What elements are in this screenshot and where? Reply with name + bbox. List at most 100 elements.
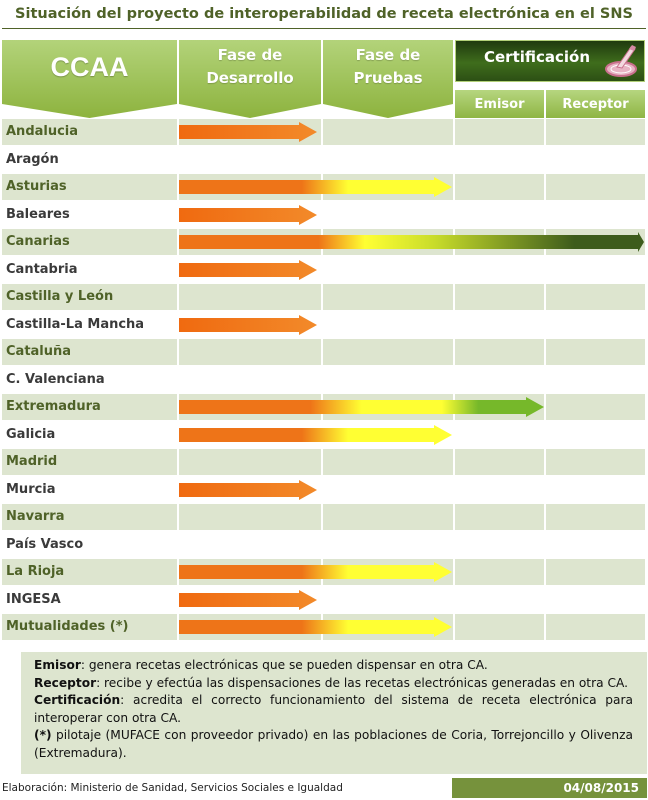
table-cell [2, 201, 177, 228]
page-title: Situación del proyecto de interoperabili… [15, 6, 633, 22]
table-cell [2, 559, 177, 585]
table-row: Canarias [2, 229, 645, 255]
table-cell [179, 284, 321, 310]
table-cell [323, 531, 453, 558]
region-label: Murcia [6, 481, 56, 497]
table-cell [323, 201, 453, 228]
progress-arrow-shape [179, 314, 317, 335]
region-label: Baleares [6, 206, 70, 222]
table-cell [455, 586, 544, 613]
certification-stamp-icon [605, 45, 637, 77]
title-divider [2, 28, 646, 29]
legend-receptor-term: Receptor [34, 675, 97, 690]
table-row: Extremadura [2, 394, 645, 420]
legend-note-text: pilotaje (MUFACE con proveedor privado) … [34, 728, 633, 760]
progress-arrow-desarrollo [179, 259, 317, 280]
legend-note: (*) pilotaje (MUFACE con proveedor priva… [34, 727, 633, 762]
table-cell [546, 311, 645, 338]
table-cell [2, 614, 177, 640]
region-label: Castilla-La Mancha [6, 316, 145, 332]
header-fase-pruebas: Fase de Pruebas [323, 40, 453, 118]
table-cell [455, 366, 544, 393]
header-ccaa: CCAA [2, 40, 177, 118]
progress-arrow-desarrollo [179, 204, 317, 225]
table-cell [455, 339, 544, 365]
progress-arrow-receptor [179, 232, 644, 252]
legend-certificacion-text: : acredita el correcto funcionamiento de… [34, 693, 633, 725]
table-cell [546, 476, 645, 503]
table-cell [323, 146, 453, 173]
progress-arrow-desarrollo [179, 589, 317, 610]
legend-emisor: Emisor: genera recetas electrónicas que … [34, 657, 633, 675]
table-cell [546, 256, 645, 283]
table-cell [323, 311, 453, 338]
header-fase-desarrollo-label: Fase de Desarrollo [206, 46, 294, 87]
table-cell [179, 366, 321, 393]
table-cell [179, 504, 321, 530]
table-cell [2, 421, 177, 448]
table-cell [2, 366, 177, 393]
table-cell [455, 449, 544, 475]
legend-note-term: (*) [34, 728, 52, 743]
progress-arrow-shape [179, 232, 644, 252]
table-cell [546, 174, 645, 200]
region-label: Mutualidades (*) [6, 619, 129, 634]
table-cell [546, 504, 645, 530]
table-cell [546, 449, 645, 475]
table-row: Cataluña [2, 339, 645, 365]
table-row: Andalucia [2, 119, 645, 145]
table-cell [546, 559, 645, 585]
table-row: Madrid [2, 449, 645, 475]
table-cell [546, 394, 645, 420]
table-cell [2, 449, 177, 475]
region-label: País Vasco [6, 536, 84, 552]
table-cell [2, 394, 177, 420]
table-row: Galicia [2, 421, 645, 448]
footer-date: 04/08/2015 [452, 778, 647, 798]
header-fase-pruebas-label: Fase de Pruebas [353, 46, 423, 87]
progress-arrow-shape [179, 204, 317, 225]
table-row: Mutualidades (*) [2, 614, 645, 640]
table-cell [2, 174, 177, 200]
progress-arrow-shape [179, 397, 544, 417]
region-label: Cantabria [6, 261, 78, 277]
region-label: La Rioja [6, 564, 65, 579]
table-cell [2, 339, 177, 365]
progress-arrow-pruebas [179, 617, 452, 637]
table-cell [546, 614, 645, 640]
table-cell [2, 531, 177, 558]
header-emisor: Emisor [455, 90, 544, 118]
table-row: Castilla y León [2, 284, 645, 310]
progress-arrow-shape [179, 122, 317, 142]
progress-arrow-shape [179, 617, 452, 637]
progress-arrow-pruebas [179, 562, 452, 582]
table-cell [2, 311, 177, 338]
table-cell [323, 284, 453, 310]
table-cell [2, 256, 177, 283]
table-cell [323, 256, 453, 283]
progress-arrow-pruebas [179, 177, 452, 197]
table-cell [546, 586, 645, 613]
table-row: Navarra [2, 504, 645, 530]
region-label: Madrid [6, 454, 58, 469]
table-cell [2, 146, 177, 173]
table-cell [455, 559, 544, 585]
table-cell [179, 449, 321, 475]
table-row: País Vasco [2, 531, 645, 558]
legend-emisor-term: Emisor [34, 658, 81, 672]
table-cell [179, 146, 321, 173]
table-row: Murcia [2, 476, 645, 503]
table-cell [323, 586, 453, 613]
region-label: Aragón [6, 151, 59, 167]
table-cell [2, 476, 177, 503]
table-cell [323, 449, 453, 475]
progress-arrow-shape [179, 177, 452, 197]
table-cell [323, 476, 453, 503]
region-label: Castilla y León [6, 289, 114, 304]
table-cell [2, 586, 177, 613]
table-cell [323, 366, 453, 393]
table-cell [455, 504, 544, 530]
region-label: Navarra [6, 509, 65, 524]
progress-arrow-pruebas [179, 424, 452, 445]
table-cell [455, 614, 544, 640]
